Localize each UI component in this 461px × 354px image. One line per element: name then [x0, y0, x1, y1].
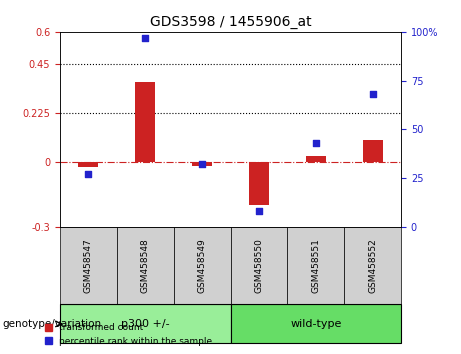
FancyBboxPatch shape — [230, 227, 287, 304]
Text: GSM458551: GSM458551 — [311, 238, 320, 293]
Title: GDS3598 / 1455906_at: GDS3598 / 1455906_at — [150, 16, 311, 29]
Point — [198, 161, 206, 167]
Text: p300 +/-: p300 +/- — [121, 319, 170, 329]
Text: GSM458547: GSM458547 — [84, 238, 93, 293]
FancyBboxPatch shape — [60, 304, 230, 343]
Point — [142, 35, 149, 41]
Bar — [306, 156, 326, 162]
Point — [369, 91, 376, 97]
FancyBboxPatch shape — [117, 227, 174, 304]
FancyBboxPatch shape — [230, 304, 401, 343]
Bar — [78, 162, 98, 167]
Point — [312, 140, 319, 146]
Text: GSM458549: GSM458549 — [198, 238, 207, 293]
Text: genotype/variation: genotype/variation — [2, 319, 101, 329]
Bar — [363, 140, 383, 162]
Legend: transformed count, percentile rank within the sample: transformed count, percentile rank withi… — [41, 320, 216, 349]
FancyBboxPatch shape — [60, 227, 117, 304]
Text: GSM458550: GSM458550 — [254, 238, 263, 293]
Text: GSM458552: GSM458552 — [368, 238, 377, 293]
Bar — [192, 162, 212, 166]
FancyBboxPatch shape — [174, 227, 230, 304]
Bar — [249, 162, 269, 205]
FancyBboxPatch shape — [344, 227, 401, 304]
Text: GSM458548: GSM458548 — [141, 238, 150, 293]
Point — [255, 208, 263, 214]
FancyBboxPatch shape — [287, 227, 344, 304]
Text: wild-type: wild-type — [290, 319, 342, 329]
Point — [85, 171, 92, 177]
Bar — [135, 82, 155, 162]
